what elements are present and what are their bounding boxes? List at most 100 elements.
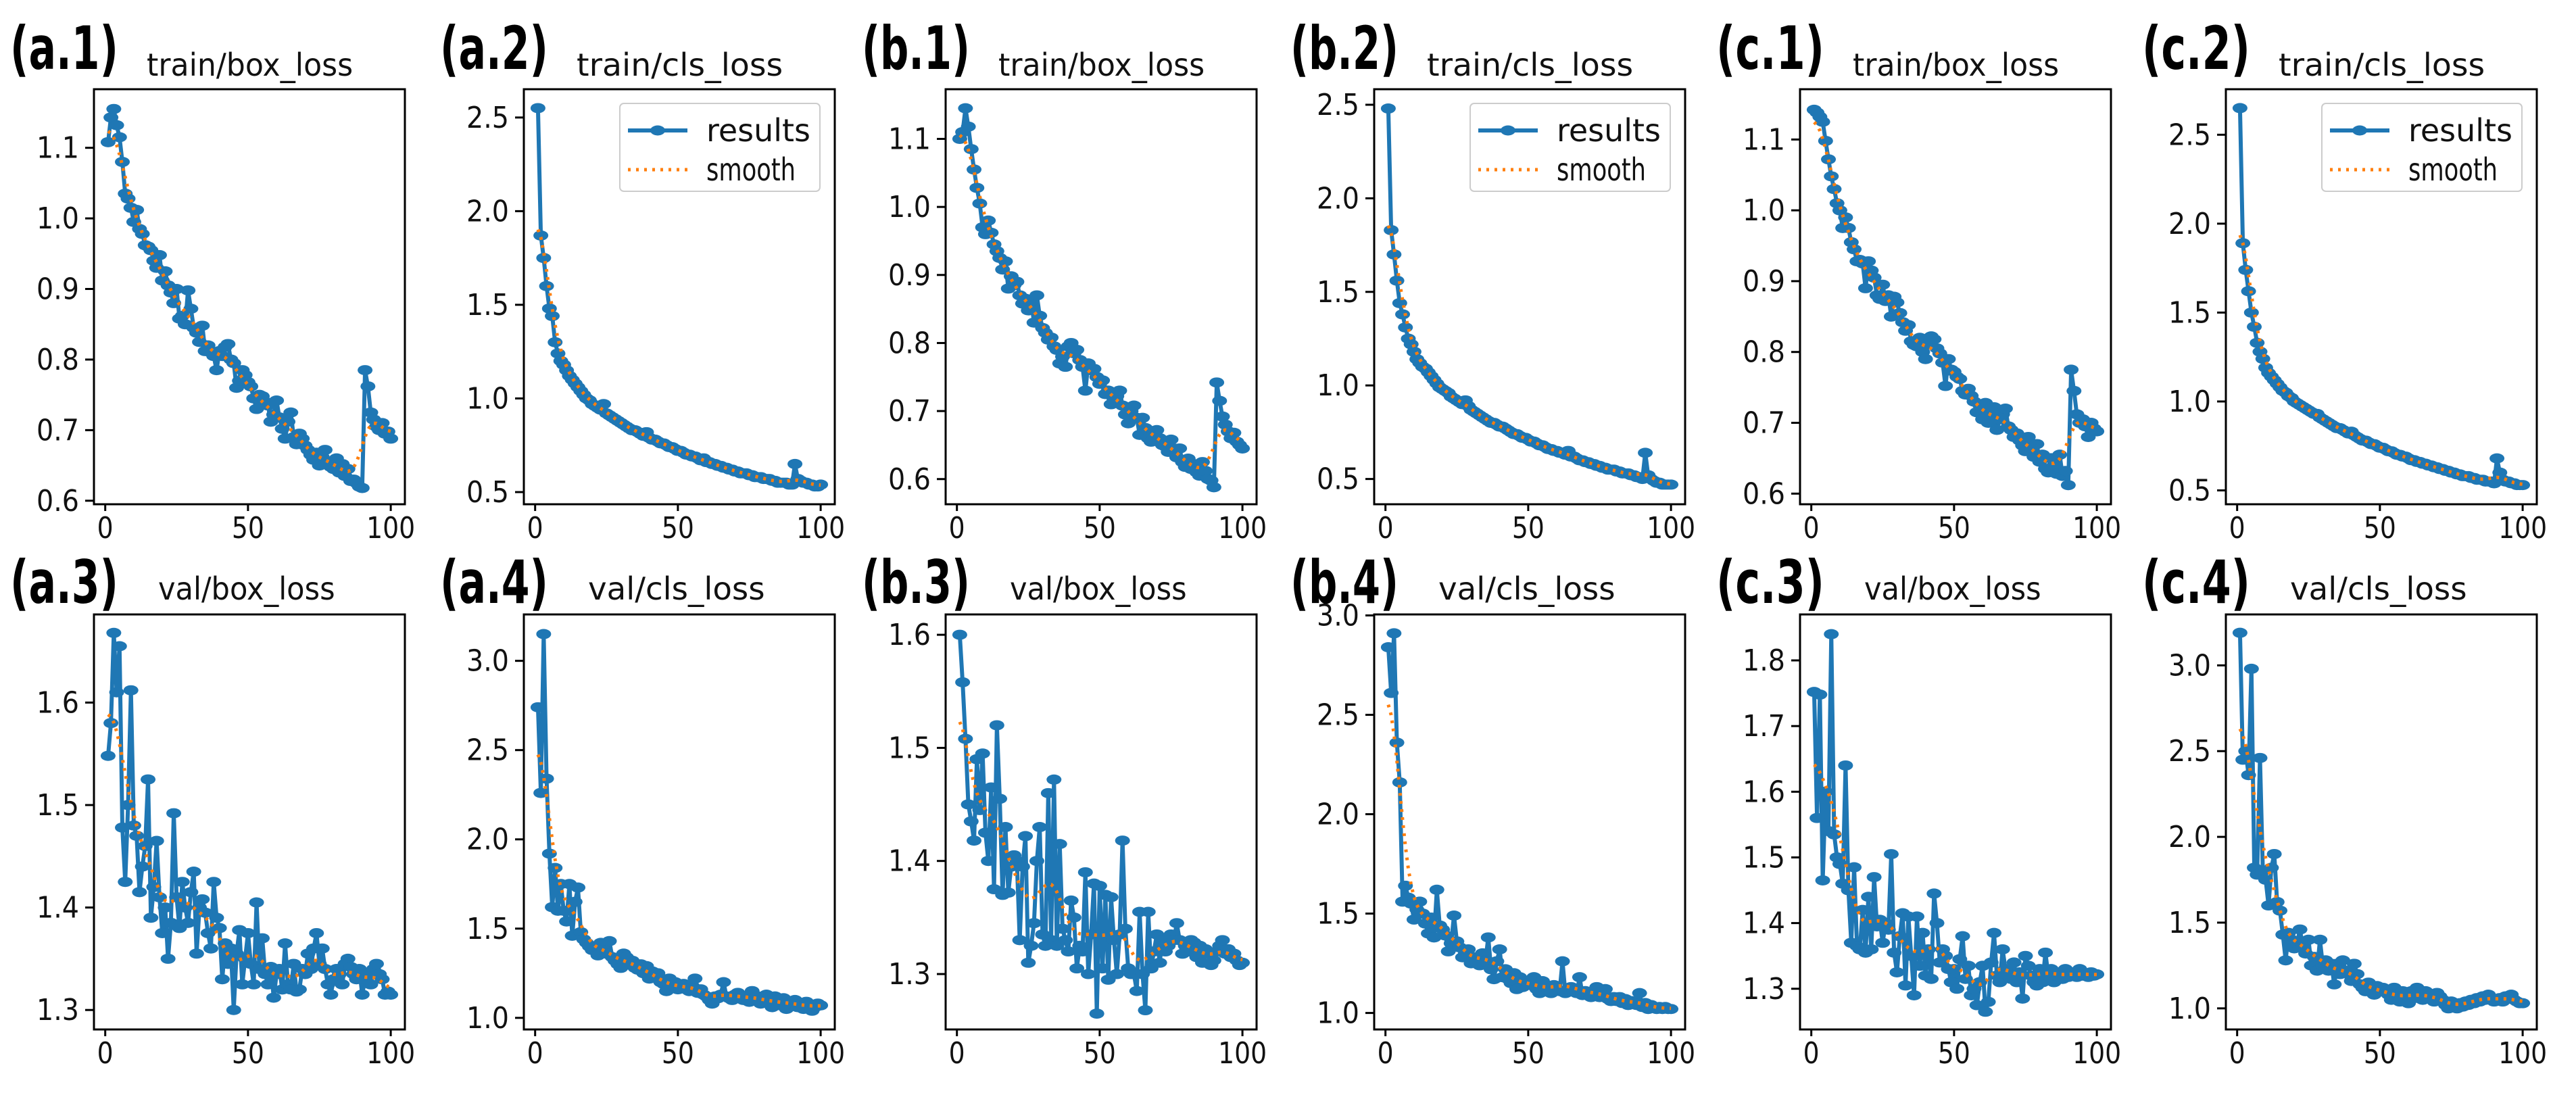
y-tick-label: 1.5 — [1317, 275, 1359, 310]
data-point — [103, 718, 119, 729]
data-point — [1864, 944, 1879, 954]
plot-area — [100, 103, 399, 493]
data-point — [123, 685, 139, 696]
data-point — [1663, 479, 1679, 490]
data-point — [277, 938, 293, 949]
data-point — [1809, 812, 1825, 823]
axes-frame — [2225, 613, 2538, 1031]
subplot-a.4: (a.4) val/cls_loss 1.0 1.5 2.0 2.5 3.0 0 50 100 — [440, 548, 845, 1071]
panel-label: (a.2) — [440, 14, 548, 83]
data-point — [1077, 385, 1093, 396]
data-point — [2255, 354, 2270, 364]
data-point — [269, 395, 285, 406]
data-point — [1000, 888, 1016, 898]
data-point — [1841, 222, 1856, 233]
y-tick-label: 2.5 — [1317, 88, 1359, 122]
data-point — [1980, 418, 1996, 429]
y-tick-label: 1.0 — [2168, 992, 2211, 1026]
x-tick-label: 50 — [1512, 511, 1545, 545]
data-point — [160, 953, 176, 964]
data-point — [687, 973, 703, 984]
data-point — [109, 687, 124, 698]
data-point — [2243, 663, 2259, 674]
data-point — [100, 750, 116, 761]
data-point — [1115, 835, 1130, 846]
data-point — [2273, 905, 2288, 916]
data-point — [559, 916, 575, 927]
x-tick-label: 100 — [2498, 511, 2547, 545]
data-point — [186, 867, 201, 877]
x-tick-label: 50 — [232, 1036, 264, 1071]
data-point — [716, 977, 731, 988]
data-point — [1198, 466, 1213, 477]
data-point — [1089, 1009, 1104, 1019]
x-tick-label: 50 — [1938, 511, 1970, 545]
results-line — [105, 631, 393, 1013]
y-tick-label: 0.7 — [1743, 406, 1785, 441]
data-point — [197, 907, 213, 918]
data-point — [2089, 969, 2105, 979]
x-tick-label: 0 — [949, 1036, 965, 1071]
data-point — [146, 881, 162, 892]
data-point — [1077, 867, 1093, 877]
data-point — [2292, 924, 2308, 935]
data-point — [1880, 924, 1896, 935]
y-tick-label: 1.0 — [1317, 996, 1359, 1031]
y-tick-label: 0.6 — [37, 484, 79, 518]
y-tick-label: 1.3 — [37, 993, 79, 1027]
data-point — [2006, 957, 2022, 968]
data-point — [249, 897, 264, 908]
x-tick-label: 50 — [1084, 1036, 1116, 1071]
data-point — [1140, 906, 1156, 917]
y-tick-label: 2.0 — [1317, 181, 1359, 216]
y-tick-label: 2.0 — [2168, 207, 2211, 241]
data-point — [177, 902, 193, 913]
panel-label: (c.1) — [1716, 14, 1824, 83]
subplot-title: train/box_loss — [147, 47, 353, 83]
data-point — [1095, 963, 1111, 974]
panel-label: (b.2) — [1290, 14, 1399, 83]
y-tick-label: 2.5 — [1317, 698, 1359, 733]
data-point — [548, 337, 563, 347]
x-tick-label: 0 — [949, 511, 965, 545]
data-point — [1058, 362, 1073, 372]
data-point — [533, 787, 549, 798]
x-tick-label: 0 — [1378, 511, 1394, 545]
data-point — [1920, 944, 1936, 954]
data-point — [246, 979, 262, 990]
y-tick-label: 0.9 — [1743, 264, 1785, 299]
data-point — [132, 887, 147, 898]
data-point — [963, 144, 979, 155]
y-tick-label: 1.5 — [466, 912, 509, 946]
x-tick-label: 100 — [2072, 511, 2121, 545]
data-point — [1987, 402, 2002, 412]
y-tick-label: 0.5 — [2168, 473, 2211, 508]
x-tick-label: 50 — [2364, 1036, 2396, 1071]
data-point — [961, 121, 976, 132]
subplot-b.4: (b.4) val/cls_loss 1.0 1.5 2.0 2.5 3.0 0 50 100 — [1290, 548, 1695, 1071]
data-point — [1215, 411, 1230, 422]
data-point — [1386, 249, 1402, 260]
data-point — [1080, 969, 1096, 979]
data-point — [1152, 957, 1167, 968]
x-tick-label: 100 — [796, 511, 845, 545]
data-point — [1021, 957, 1036, 968]
y-tick-label: 2.0 — [2168, 820, 2211, 854]
y-tick-label: 1.3 — [1743, 972, 1785, 1006]
y-tick-label: 1.5 — [888, 731, 931, 765]
data-point — [1915, 927, 1930, 938]
subplot-c.2: (c.2) train/cls_loss 0.5 1.0 1.5 2.0 2.5 0 50 100… — [2142, 14, 2547, 545]
data-point — [1821, 154, 1837, 165]
plot-area — [100, 627, 399, 1015]
data-point — [969, 183, 985, 193]
plot-area — [1806, 104, 2105, 491]
axes-frame — [523, 613, 836, 1031]
data-point — [955, 677, 971, 687]
data-point — [180, 285, 196, 296]
data-point — [1129, 986, 1144, 996]
data-point — [174, 877, 190, 888]
data-point — [1066, 912, 1082, 923]
x-tick-label: 0 — [2229, 1036, 2245, 1071]
data-point — [530, 702, 545, 712]
